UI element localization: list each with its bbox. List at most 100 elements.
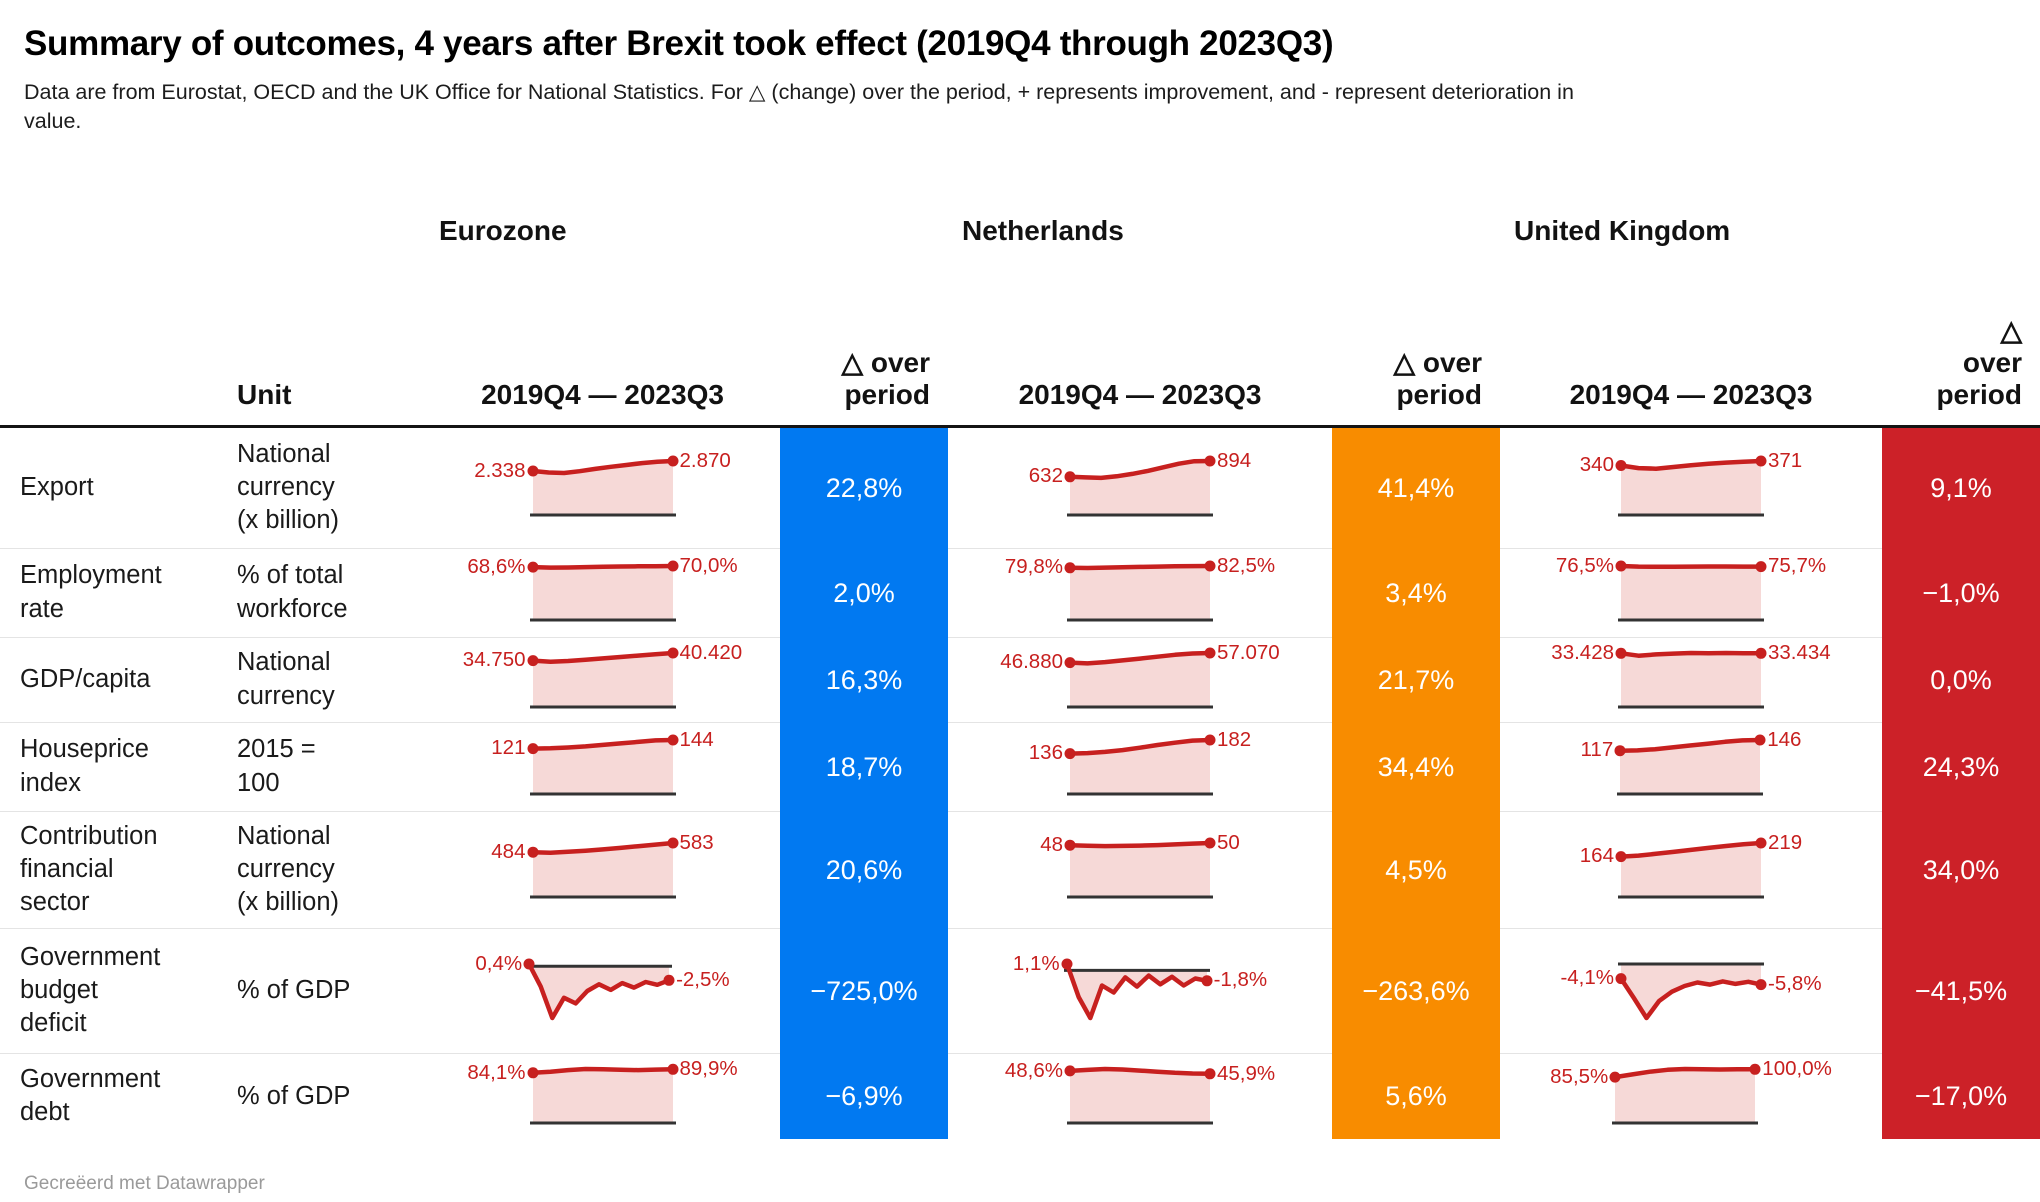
unit-cell: 2015 = 100 [220,723,425,812]
spark-end-value: 89,9% [679,1057,738,1081]
spark-end-value: 75,7% [1768,554,1827,578]
sparkline-svg [527,455,678,517]
delta-cell: 18,7% [780,722,948,812]
spark-start-value: 2.338 [474,458,526,482]
delta-cell: −263,6% [1332,928,1500,1054]
sparkline: 136 182 [1029,728,1251,796]
sparkline: -4,1% -5,8% [1560,962,1822,1020]
sparkline-svg [1061,958,1213,1020]
spark-end-value: 144 [679,727,714,751]
metric-cell: Government debt [20,1064,161,1127]
spark-cell: -4,1% -5,8% [1500,929,1882,1054]
spark-end-value: 100,0% [1762,1057,1832,1081]
delta-column-header: △ over period [1882,251,2040,428]
period-column-header: 2019Q4 — 2023Q3 [948,251,1332,428]
group-header-eurozone: Eurozone [439,214,567,246]
unit-cell: % of total workforce [220,549,425,638]
delta-column-header: △ over period [780,251,948,428]
group-header-united-kingdom: United Kingdom [1514,214,1731,246]
metric-cell: Houseprice index [0,723,220,812]
spark-cell: 117 146 [1500,723,1882,812]
spark-start-value: 34.750 [462,648,526,672]
spark-end-value: 70,0% [679,553,738,577]
sparkline-svg [527,647,678,709]
spark-cell: 68,6% 70,0% [425,549,780,638]
sparkline-svg [527,734,678,796]
spark-end-value: 57.070 [1217,640,1280,664]
sparkline-svg [1615,962,1767,1020]
spark-start-value: 484 [491,839,526,863]
spark-cell: 2.338 2.870 [425,428,780,549]
spark-start-value: 68,6% [467,554,526,578]
delta-cell: −725,0% [780,928,948,1054]
sparkline-svg [1615,837,1767,899]
spark-end-value: 894 [1217,448,1252,472]
spark-start-value: 632 [1028,464,1063,488]
sparkline-svg [527,1063,678,1125]
summary-table: Eurozone Netherlands United Kingdom Unit 201… [0,146,2040,1139]
spark-cell: 121 144 [425,723,780,812]
metric-cell: Contribution financial sector [0,812,220,929]
spark-end-value: 146 [1767,727,1802,751]
delta-cell: 22,8% [780,427,948,549]
sparkline: 48,6% 45,9% [1005,1060,1275,1125]
sparkline: 76,5% 75,7% [1556,554,1826,622]
delta-cell: 9,1% [1882,427,2040,549]
spark-start-value: -4,1% [1560,966,1614,990]
unit-cell: % of GDP [220,929,425,1054]
sparkline: 340 371 [1580,449,1802,517]
spark-start-value: 117 [1580,738,1614,762]
chart-description: Data are from Eurostat, OECD and the UK … [24,80,1574,133]
spark-cell: 632 894 [948,428,1332,549]
sparkline-svg [1615,560,1767,622]
sparkline: 632 894 [1028,449,1251,517]
delta-column-header: △ over period [1332,251,1500,428]
spark-start-value: 48,6% [1004,1059,1063,1083]
delta-cell: −1,0% [1882,548,2040,638]
sparkline-svg [527,837,678,899]
group-header-netherlands: Netherlands [962,214,1124,246]
sparkline-svg [1615,455,1767,517]
spark-cell: 79,8% 82,5% [948,549,1332,638]
spark-cell: 0,4% -2,5% [425,929,780,1054]
spark-cell: 48 50 [948,812,1332,929]
spark-end-value: 371 [1768,448,1803,472]
spark-start-value: 84,1% [467,1060,526,1084]
spark-cell: 33.428 33.434 [1500,638,1882,723]
delta-cell: 2,0% [780,548,948,638]
delta-cell: −17,0% [1882,1053,2040,1139]
sparkline: 33.428 33.434 [1551,641,1831,709]
spark-end-value: -1,8% [1213,968,1268,992]
spark-end-value: -5,8% [1768,972,1822,996]
sparkline-svg [1064,734,1216,796]
sparkline-svg [1064,1065,1216,1125]
spark-start-value: 48 [1040,832,1063,856]
unit-column-header: Unit [220,251,425,428]
spark-start-value: 79,8% [1004,555,1063,579]
metric-cell: GDP/capita [0,638,220,723]
sparkline-svg [1609,1063,1761,1125]
spark-end-value: 45,9% [1217,1061,1276,1085]
delta-cell: −41,5% [1882,928,2040,1054]
spark-cell: 340 371 [1500,428,1882,549]
spark-start-value: 76,5% [1555,553,1614,577]
delta-cell: 0,0% [1882,637,2040,723]
spark-start-value: 46.880 [1000,650,1063,674]
sparkline: 121 144 [491,728,714,796]
sparkline-svg [1614,734,1766,796]
spark-cell: 84,1% 89,9% [425,1054,780,1139]
unit-cell: National currency [220,638,425,723]
metric-cell: Government budget deficit [0,929,220,1054]
sparkline-svg [1615,647,1767,709]
spark-end-value: 2.870 [679,448,731,472]
spark-end-value: -2,5% [676,967,730,991]
period-column-header: 2019Q4 — 2023Q3 [425,251,780,428]
sparkline: 484 583 [491,831,714,899]
spark-start-value: 0,4% [475,951,523,975]
spark-start-value: 121 [491,736,526,760]
delta-cell: 5,6% [1332,1053,1500,1139]
sparkline: 34.750 40.420 [463,641,742,709]
spark-end-value: 33.434 [1768,640,1831,664]
delta-cell: 21,7% [1332,637,1500,723]
